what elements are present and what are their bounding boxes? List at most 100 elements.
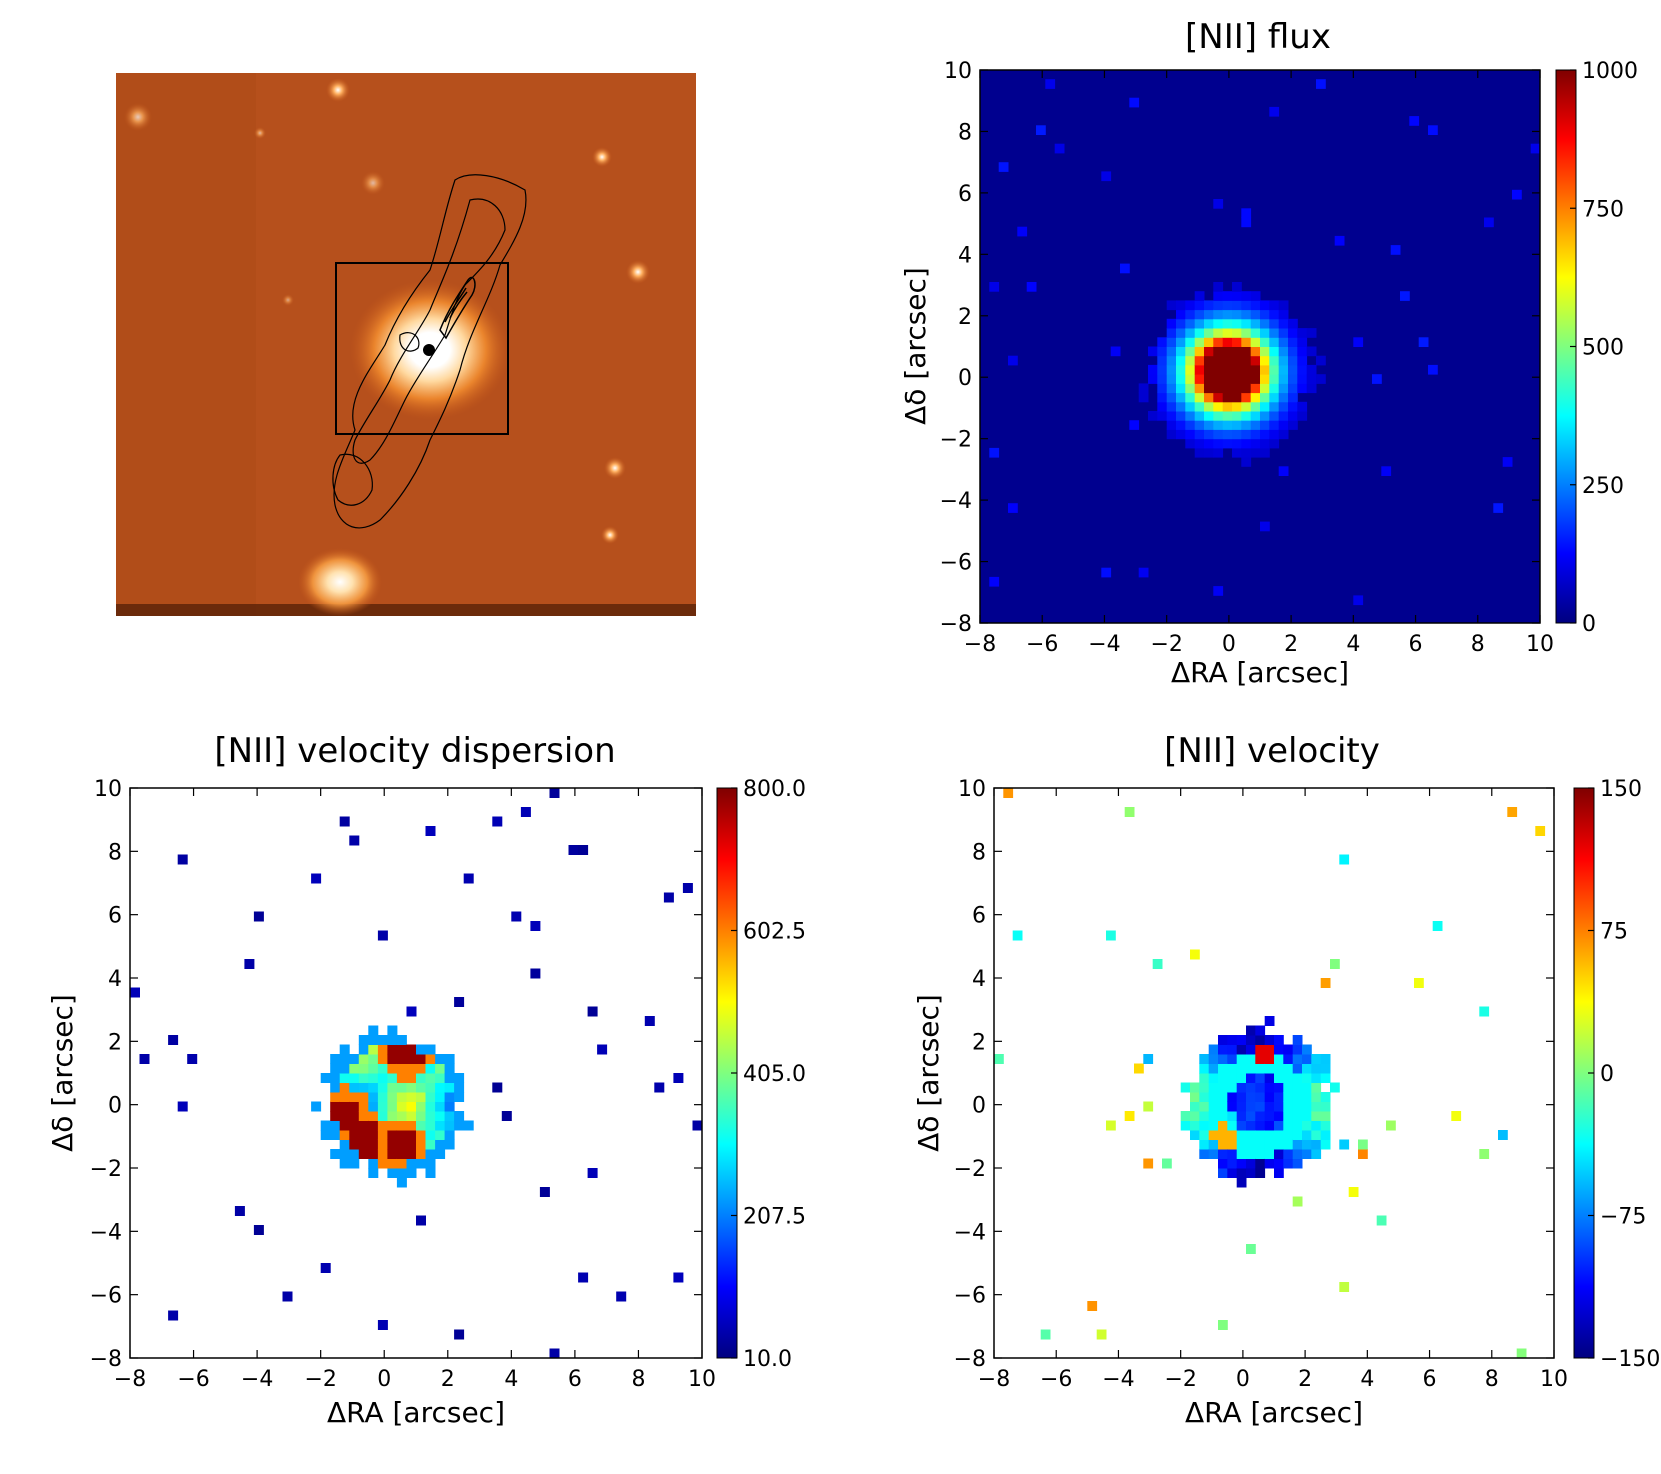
heatmap-cell	[1222, 374, 1233, 384]
y-tick-label: 10	[958, 777, 986, 802]
heatmap-cell	[1213, 199, 1224, 209]
heatmap-cell	[1194, 447, 1205, 458]
heatmap-cell	[1250, 392, 1261, 403]
heatmap-cell	[1241, 337, 1252, 347]
heatmap-cell	[1269, 328, 1280, 338]
colorbar-tick-label: 500	[1582, 336, 1624, 361]
heatmap-cell	[1213, 401, 1224, 412]
dispersion-heatmap	[130, 788, 703, 1359]
dispersion-axes-frame	[129, 787, 703, 1359]
heatmap-cell	[377, 1130, 388, 1140]
heatmap-cell	[616, 1291, 627, 1302]
heatmap-cell	[587, 1168, 598, 1178]
heatmap-cell	[1278, 466, 1289, 476]
heatmap-cell	[1232, 374, 1242, 384]
heatmap-cell	[1138, 567, 1149, 578]
heatmap-cell	[435, 1073, 446, 1083]
heatmap-cell	[1264, 1158, 1275, 1169]
heatmap-cell	[1222, 364, 1233, 375]
heatmap-cell	[1213, 282, 1224, 292]
heatmap-cell	[358, 1149, 369, 1159]
heatmap-cell	[1227, 1158, 1238, 1169]
colorbar-tick-label: 1000	[1582, 59, 1638, 84]
heatmap-cell	[1274, 1158, 1284, 1169]
heatmap-cell	[530, 968, 541, 979]
heatmap-cell	[1297, 337, 1308, 347]
heatmap-cell	[597, 1044, 608, 1055]
heatmap-cell	[1292, 1120, 1303, 1131]
x-tick-label: 8	[1471, 632, 1485, 657]
heatmap-cell	[1194, 392, 1205, 403]
heatmap-cell	[1269, 337, 1280, 347]
heatmap-cell	[454, 1111, 465, 1121]
heatmap-cell	[377, 1139, 388, 1150]
x-tick-label: −4	[1102, 1367, 1134, 1392]
heatmap-cell	[1320, 1111, 1331, 1121]
heatmap-cell	[1288, 364, 1298, 375]
heatmap-cell	[1255, 1025, 1266, 1036]
x-tick-label: −8	[964, 632, 996, 657]
heatmap-cell	[1218, 1120, 1228, 1131]
heatmap-cell	[1241, 208, 1252, 218]
heatmap-cell	[1516, 1348, 1527, 1359]
heatmap-cell	[1208, 1063, 1219, 1074]
heatmap-cell	[435, 1120, 446, 1131]
heatmap-cell	[1213, 364, 1224, 375]
heatmap-cell	[396, 1092, 407, 1102]
heatmap-cell	[1204, 447, 1214, 458]
heatmap-cell	[339, 1063, 350, 1074]
heatmap-cell	[1190, 1120, 1200, 1131]
heatmap-cell	[349, 1073, 360, 1083]
heatmap-cell	[416, 1215, 426, 1226]
star-9	[282, 294, 294, 306]
heatmap-cell	[1143, 1101, 1154, 1112]
heatmap-cell	[1185, 355, 1196, 366]
heatmap-cell	[454, 1092, 465, 1102]
heatmap-cell	[425, 1158, 436, 1169]
heatmap-cell	[1194, 383, 1205, 394]
heatmap-cell	[1255, 1082, 1266, 1093]
heatmap-cell	[435, 1082, 446, 1093]
x-tick-label: −4	[241, 1367, 273, 1392]
flux-axes-frame	[979, 69, 1541, 624]
y-tick-label: 2	[958, 305, 972, 330]
heatmap-cell	[578, 1272, 589, 1283]
heatmap-cell	[1218, 1149, 1228, 1159]
heatmap-cell	[1241, 457, 1252, 467]
heatmap-cell	[387, 1063, 398, 1074]
y-tick-label: 6	[958, 182, 972, 207]
heatmap-cell	[1138, 392, 1149, 403]
heatmap-cell	[1194, 401, 1205, 412]
heatmap-cell	[1213, 586, 1224, 596]
heatmap-cell	[492, 1082, 503, 1093]
heatmap-cell	[1162, 1158, 1172, 1169]
heatmap-cell	[1292, 1101, 1303, 1112]
heatmap-cell	[396, 1139, 407, 1150]
heatmap-cell	[1213, 429, 1224, 440]
heatmap-cell	[1302, 1063, 1312, 1074]
heatmap-cell	[492, 816, 503, 827]
heatmap-cell	[1199, 1149, 1210, 1159]
heatmap-cell	[1236, 1054, 1247, 1064]
heatmap-cell	[1194, 374, 1205, 384]
flux-xlabel: ΔRA [arcsec]	[1171, 656, 1349, 689]
heatmap-cell	[1484, 217, 1494, 228]
heatmap-cell	[1311, 1063, 1322, 1074]
heatmap-cell	[1148, 364, 1158, 375]
heatmap-cell	[1292, 1054, 1303, 1064]
heatmap-cell	[1008, 503, 1018, 513]
heatmap-cell	[1269, 309, 1280, 320]
heatmap-cell	[1222, 401, 1233, 412]
heatmap-cell	[1255, 1092, 1266, 1102]
heatmap-cell	[1218, 1158, 1228, 1169]
heatmap-cell	[349, 1149, 360, 1159]
heatmap-cell	[1222, 337, 1233, 347]
heatmap-cell	[1260, 309, 1270, 320]
heatmap-cell	[1311, 1139, 1322, 1150]
heatmap-cell	[1213, 438, 1224, 449]
heatmap-cell	[1213, 346, 1224, 357]
y-tick-label: 10	[944, 59, 972, 84]
heatmap-cell	[1213, 328, 1224, 338]
heatmap-cell	[1241, 300, 1252, 311]
heatmap-cell	[1269, 106, 1280, 117]
